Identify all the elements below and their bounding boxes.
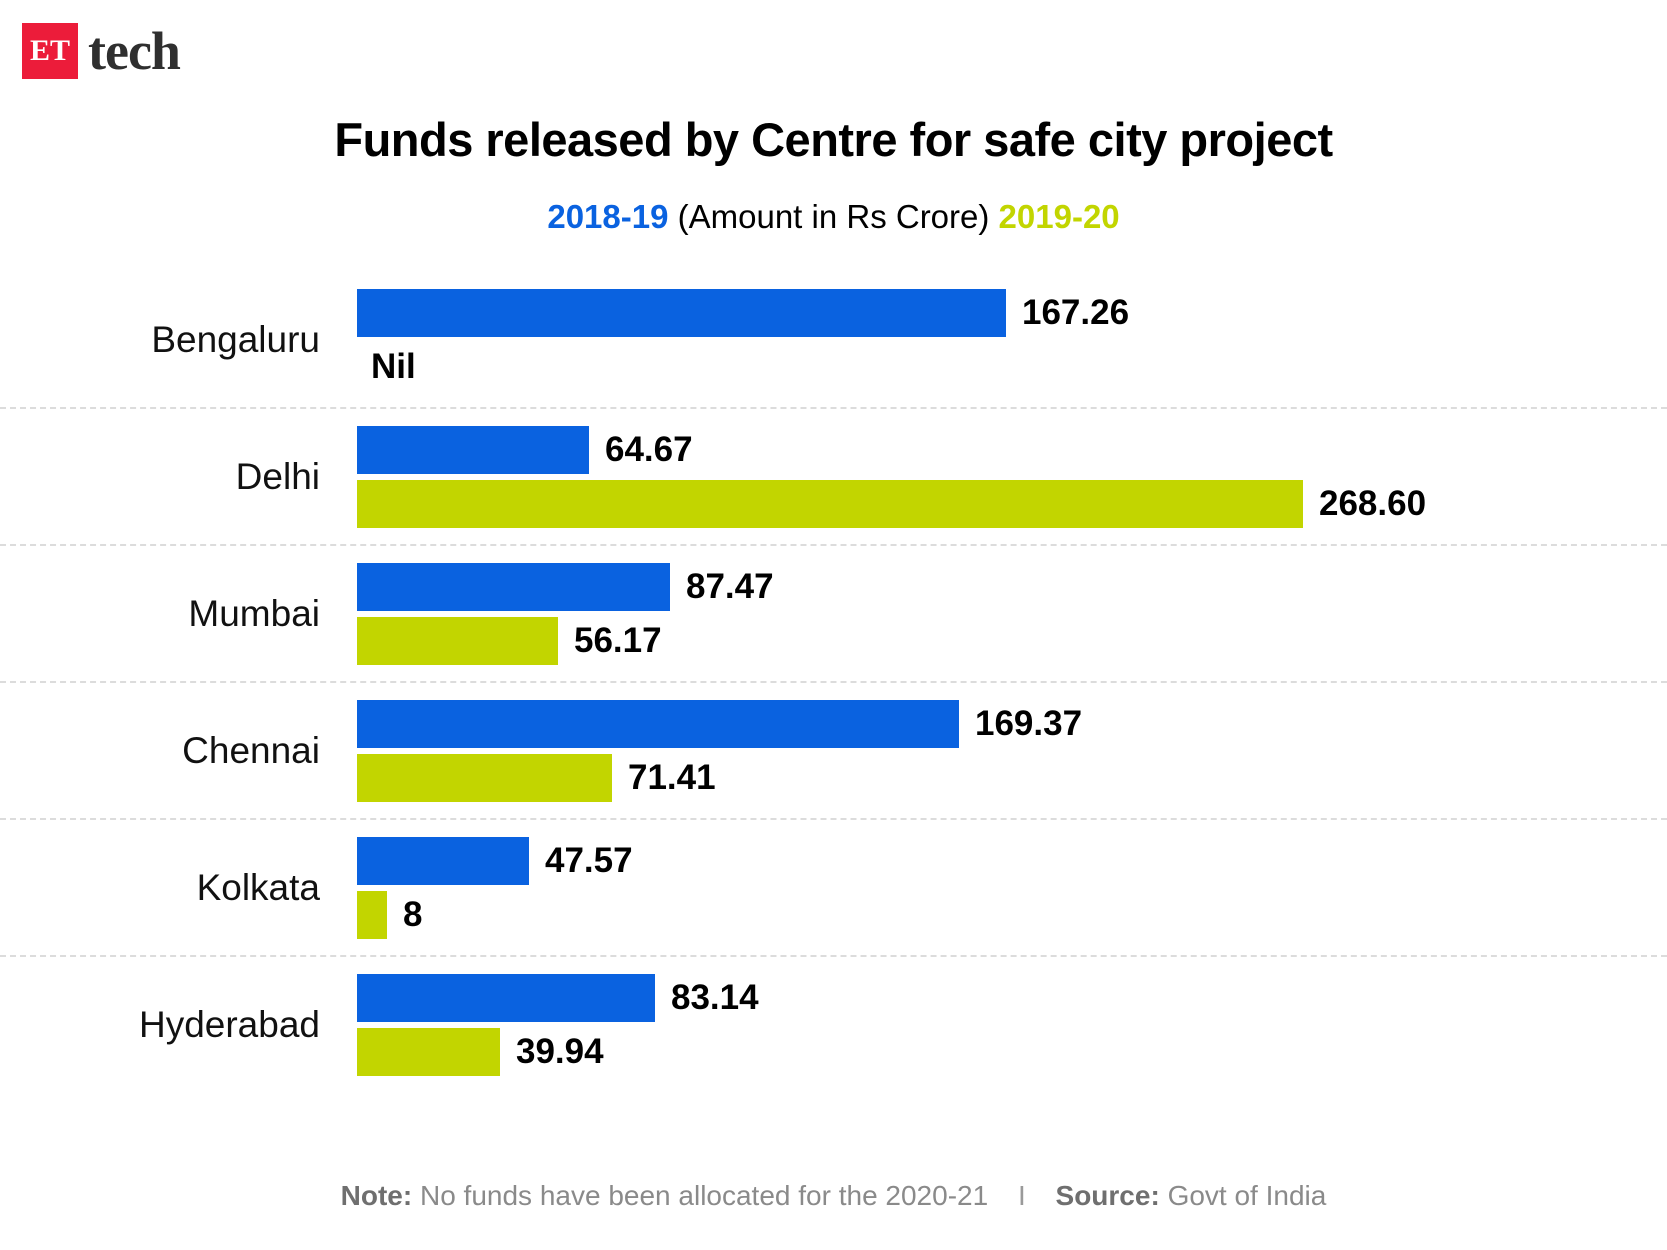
bar-2018-19	[357, 973, 655, 1022]
bar-value-2018-19: 83.14	[671, 978, 759, 1017]
chart-row-hyderabad: Hyderabad 83.14 39.94	[0, 957, 1667, 1092]
bar-line-2019-20: 56.17	[357, 616, 1647, 665]
bar-value-2019-20: Nil	[371, 347, 416, 386]
bar-value-2018-19: 87.47	[686, 567, 774, 606]
bar-chart-plot: Bengaluru 167.26 Nil Delhi 64.67 268.60	[0, 272, 1667, 1092]
chart-legend: 2018-19 (Amount in Rs Crore) 2019-20	[0, 198, 1667, 236]
category-label: Chennai	[182, 729, 320, 771]
bar-line-2019-20: Nil	[357, 343, 1647, 391]
bar-line-2018-19: 64.67	[357, 425, 1647, 474]
bar-2019-20	[357, 479, 1303, 528]
bar-value-2018-19: 167.26	[1022, 293, 1130, 332]
category-label: Delhi	[235, 455, 320, 497]
bar-2018-19	[357, 562, 670, 611]
legend-item-2018-19: 2018-19	[547, 198, 669, 235]
bar-2018-19	[357, 699, 959, 748]
chart-row-chennai: Chennai 169.37 71.41	[0, 683, 1667, 820]
note-label: Note:	[340, 1180, 413, 1211]
bar-2019-20	[357, 616, 558, 665]
bar-value-2018-19: 169.37	[975, 704, 1083, 743]
et-logo-wordmark: tech	[88, 21, 181, 81]
bar-2019-20	[357, 890, 387, 939]
bar-line-2018-19: 87.47	[357, 562, 1647, 611]
bar-line-2018-19: 167.26	[357, 288, 1647, 337]
bar-line-2018-19: 83.14	[357, 973, 1647, 1022]
chart-row-bengaluru: Bengaluru 167.26 Nil	[0, 272, 1667, 409]
bar-value-2019-20: 268.60	[1319, 484, 1427, 523]
chart-row-delhi: Delhi 64.67 268.60	[0, 409, 1667, 546]
source-label: Source:	[1055, 1180, 1160, 1211]
chart-footer: Note: No funds have been allocated for t…	[0, 1180, 1667, 1212]
bar-value-2019-20: 39.94	[516, 1032, 604, 1071]
bar-pair: 169.37 71.41	[357, 699, 1647, 802]
source-text: Govt of India	[1167, 1180, 1327, 1211]
bar-pair: 47.57 8	[357, 836, 1647, 939]
bar-pair: 64.67 268.60	[357, 425, 1647, 528]
bar-2018-19	[357, 288, 1006, 337]
category-label: Bengaluru	[151, 318, 320, 360]
bar-line-2018-19: 169.37	[357, 699, 1647, 748]
bar-2019-20	[357, 1027, 500, 1076]
legend-unit-label: (Amount in Rs Crore)	[677, 198, 990, 235]
legend-item-2019-20: 2019-20	[998, 198, 1120, 235]
chart-title: Funds released by Centre for safe city p…	[334, 113, 1333, 166]
category-label: Hyderabad	[138, 1003, 320, 1045]
bar-value-2019-20: 8	[403, 895, 423, 934]
bar-line-2019-20: 268.60	[357, 479, 1647, 528]
bar-pair: 167.26 Nil	[357, 288, 1647, 391]
bar-pair: 83.14 39.94	[357, 973, 1647, 1076]
brand-logo: ET tech	[22, 21, 181, 81]
bar-2019-20	[357, 753, 612, 802]
bar-line-2019-20: 71.41	[357, 753, 1647, 802]
category-label: Kolkata	[196, 866, 320, 908]
bar-2018-19	[357, 836, 529, 885]
bar-pair: 87.47 56.17	[357, 562, 1647, 665]
category-label: Mumbai	[188, 592, 320, 634]
bar-line-2019-20: 8	[357, 890, 1647, 939]
footer-separator: I	[1017, 1180, 1026, 1211]
bar-2018-19	[357, 425, 589, 474]
bar-line-2019-20: 39.94	[357, 1027, 1647, 1076]
bar-value-2018-19: 64.67	[605, 430, 693, 469]
et-logo-mark: ET	[22, 23, 78, 79]
bar-line-2018-19: 47.57	[357, 836, 1647, 885]
note-text: No funds have been allocated for the 202…	[419, 1180, 989, 1211]
chart-row-kolkata: Kolkata 47.57 8	[0, 820, 1667, 957]
bar-value-2019-20: 71.41	[628, 758, 716, 797]
bar-value-2019-20: 56.17	[574, 621, 662, 660]
chart-row-mumbai: Mumbai 87.47 56.17	[0, 546, 1667, 683]
bar-value-2018-19: 47.57	[545, 841, 633, 880]
